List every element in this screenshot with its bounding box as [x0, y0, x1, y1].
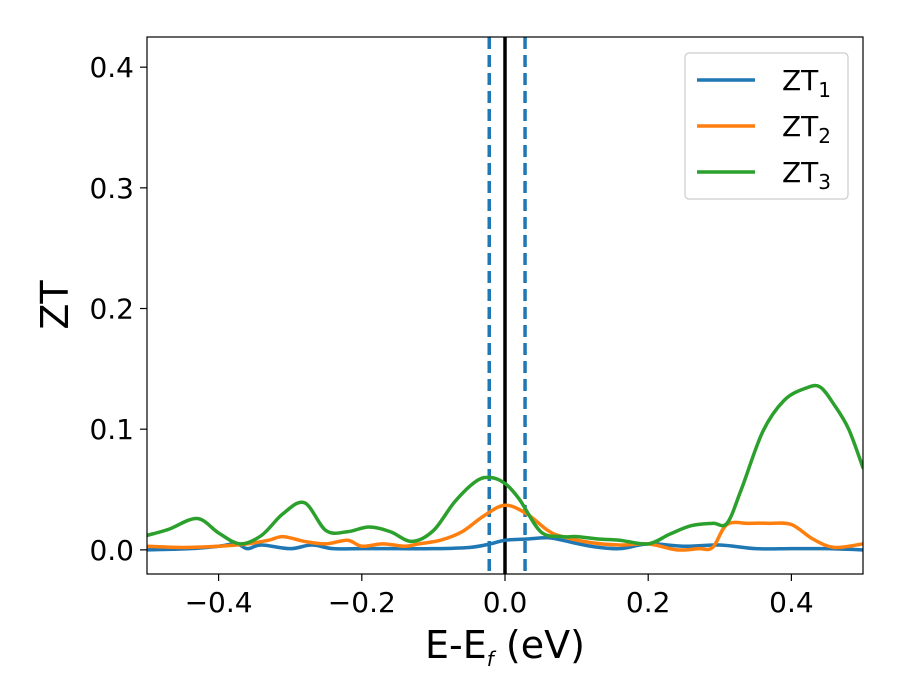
y-tick-label: 0.3: [89, 172, 134, 205]
legend-box: [684, 52, 849, 200]
x-tick-label: 0.0: [483, 586, 528, 619]
y-tick-label: 0.2: [89, 293, 134, 326]
x-axis-label: E-Ef (eV): [425, 623, 585, 671]
y-tick-label: 0.0: [89, 534, 134, 567]
series-line-zt2: [147, 503, 863, 552]
series-line-zt1: [147, 536, 863, 552]
x-axis-ticks: −0.4 −0.2 0.0 0.2 0.4: [185, 574, 814, 619]
y-axis-ticks: 0.0 0.1 0.2 0.3 0.4: [89, 51, 147, 567]
series-line-zt3: [147, 383, 863, 546]
legend-label-zt1: ZT1: [782, 64, 831, 102]
x-tick-label: 0.4: [769, 586, 814, 619]
y-tick-label: 0.1: [89, 413, 134, 446]
y-axis-label: ZT: [33, 280, 77, 330]
x-tick-label: 0.2: [626, 586, 671, 619]
legend-label-zt2: ZT2: [782, 110, 831, 148]
legend: ZT1 ZT2 ZT3: [684, 52, 849, 200]
reference-lines: [487, 37, 527, 574]
legend-label-zt3: ZT3: [782, 156, 831, 194]
x-tick-label: −0.2: [328, 586, 396, 619]
data-series: [147, 383, 863, 552]
y-tick-label: 0.4: [89, 51, 134, 84]
x-tick-label: −0.4: [185, 586, 253, 619]
